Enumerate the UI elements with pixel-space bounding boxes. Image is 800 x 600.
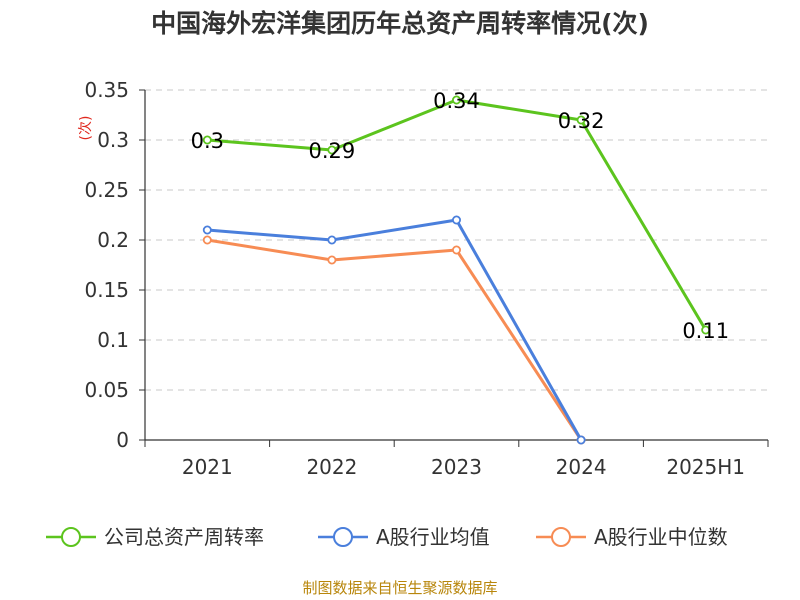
- y-tick-label: 0.1: [97, 328, 129, 352]
- data-point[interactable]: [327, 145, 337, 155]
- series-line: [207, 98, 707, 331]
- legend-label: A股行业中位数: [594, 525, 728, 549]
- grid-lines: [145, 89, 768, 391]
- y-tick-label: 0.35: [84, 78, 129, 102]
- data-point[interactable]: [701, 325, 711, 335]
- legend-marker-icon: [333, 527, 353, 547]
- legend-item[interactable]: A股行业中位数: [536, 525, 728, 549]
- x-tick-label: 2025H1: [666, 455, 745, 479]
- data-point[interactable]: [451, 245, 461, 255]
- y-tick-label: 0.2: [97, 228, 129, 252]
- series-line: [207, 238, 583, 441]
- legend-item[interactable]: A股行业均值: [318, 525, 490, 549]
- data-point[interactable]: [202, 235, 212, 245]
- legend-label: A股行业均值: [376, 525, 490, 549]
- y-tick-label: 0.3: [97, 128, 129, 152]
- x-tick-label: 2022: [306, 455, 357, 479]
- legend-item[interactable]: 公司总资产周转率: [46, 525, 264, 549]
- y-tick-label: 0.05: [84, 378, 129, 402]
- data-point[interactable]: [451, 215, 461, 225]
- legend[interactable]: 公司总资产周转率 A股行业均值 A股行业中位数: [46, 525, 728, 549]
- y-tick-label: 0.25: [84, 178, 129, 202]
- x-tick-label: 2023: [431, 455, 482, 479]
- data-point[interactable]: [327, 255, 337, 265]
- series-layer: [202, 95, 711, 445]
- legend-marker-icon: [61, 527, 81, 547]
- series-line: [207, 218, 583, 441]
- y-axis-label: (次): [78, 116, 94, 141]
- legend-label: 公司总资产周转率: [104, 525, 264, 549]
- data-point[interactable]: [451, 95, 461, 105]
- data-labels: 0.3 0.29 0.34 0.32 0.11: [191, 89, 729, 343]
- y-tick-label: 0: [116, 428, 129, 452]
- data-point[interactable]: [576, 115, 586, 125]
- data-point[interactable]: [202, 135, 212, 145]
- data-point[interactable]: [327, 235, 337, 245]
- data-label: 0.11: [682, 319, 729, 343]
- x-tick-label: 2024: [556, 455, 607, 479]
- y-tick-label: 0.15: [84, 278, 129, 302]
- chart-title: 中国海外宏洋集团历年总资产周转率情况(次): [151, 9, 649, 38]
- data-point[interactable]: [576, 435, 586, 445]
- x-axis-ticks: 2021 2022 2023 2024 2025H1: [182, 455, 745, 479]
- data-point[interactable]: [202, 225, 212, 235]
- data-label: 0.29: [309, 139, 356, 163]
- data-label: 0.34: [433, 89, 480, 113]
- axes: [139, 89, 769, 447]
- data-label: 0.3: [191, 129, 224, 153]
- x-tick-label: 2021: [182, 455, 233, 479]
- y-axis-ticks: 0 0.05 0.1 0.15 0.2 0.25 0.3 0.35: [84, 78, 129, 452]
- legend-marker-icon: [551, 527, 571, 547]
- data-label: 0.32: [558, 109, 605, 133]
- source-note: 制图数据来自恒生聚源数据库: [302, 579, 497, 597]
